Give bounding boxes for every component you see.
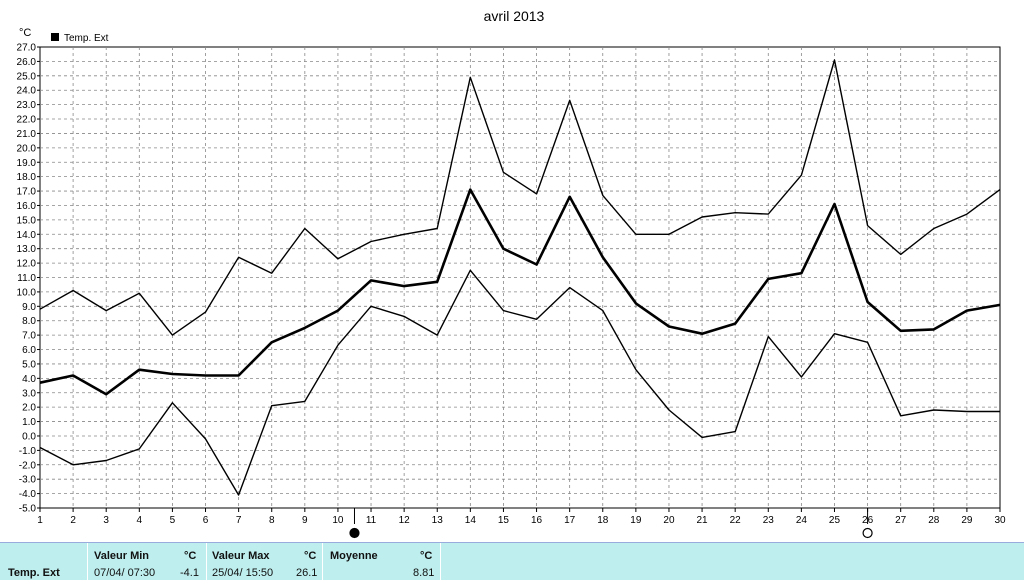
y-tick-label: -1.0 [19, 446, 37, 457]
y-tick-label: 19.0 [17, 158, 37, 169]
series-line-min [39, 269, 1000, 496]
max-date: 25/04/ 15:50 [212, 567, 274, 579]
y-tick-label: -4.0 [19, 489, 37, 500]
y-tick-label: 23.0 [17, 100, 37, 111]
series-line-max [39, 59, 1001, 336]
y-tick-label: -3.0 [19, 475, 37, 486]
series-lines [39, 59, 1001, 496]
x-tick-label: 1 [37, 515, 43, 526]
x-tick-label: 25 [829, 515, 841, 526]
stats-footer: Temp. Ext Valeur Min °C 07/04/ 07:30 -4.… [0, 542, 1024, 581]
y-tick-label: 24.0 [17, 86, 37, 97]
x-tick-label: 5 [170, 515, 176, 526]
x-tick-label: 16 [531, 515, 543, 526]
y-axis: 27.0 26.0 25.0 24.0 23.0 22.0 21.0 20.0 19.0 18.0… [17, 43, 40, 515]
x-tick-label: 15 [498, 515, 510, 526]
y-tick-label: 13.0 [17, 244, 37, 255]
x-tick-label: 11 [366, 515, 377, 526]
y-tick-label: 0.0 [22, 431, 36, 442]
y-tick-label: 12.0 [17, 259, 37, 270]
y-tick-label: 11.0 [17, 273, 36, 284]
y-tick-label: 21.0 [17, 129, 37, 140]
y-tick-label: 17.0 [17, 187, 37, 198]
y-tick-label: 10.0 [17, 287, 37, 298]
y-tick-label: 9.0 [22, 302, 36, 313]
y-tick-label: 22.0 [17, 115, 37, 126]
y-axis-unit: °C [19, 27, 31, 39]
x-tick-label: 29 [961, 515, 973, 526]
y-tick-label: 6.0 [22, 345, 36, 356]
x-tick-label: 19 [630, 515, 642, 526]
x-tick-label: 18 [597, 515, 609, 526]
y-tick-label: 7.0 [22, 331, 36, 342]
y-tick-label: 2.0 [22, 403, 36, 414]
y-tick-label: 5.0 [22, 359, 36, 370]
x-tick-label: 2 [70, 515, 76, 526]
y-tick-label: 15.0 [17, 215, 37, 226]
y-tick-label: 1.0 [22, 417, 36, 428]
x-tick-label: 6 [203, 515, 209, 526]
x-tick-label: 20 [663, 515, 675, 526]
avg-header: Moyenne [330, 550, 378, 562]
y-tick-label: 14.0 [17, 230, 37, 241]
x-tick-label: 22 [730, 515, 742, 526]
x-tick-label: 4 [137, 515, 143, 526]
y-tick-label: -5.0 [19, 504, 37, 515]
x-tick-label: 24 [796, 515, 808, 526]
full-moon-icon [862, 527, 873, 539]
x-tick-label: 27 [895, 515, 907, 526]
x-tick-label: 13 [432, 515, 444, 526]
min-value: -4.1 [180, 567, 199, 579]
legend-swatch [51, 33, 59, 41]
moon-markers [349, 508, 873, 539]
x-tick-label: 21 [697, 515, 709, 526]
y-tick-label: 25.0 [17, 71, 37, 82]
avg-value: 8.81 [413, 567, 435, 579]
legend-label: Temp. Ext [64, 33, 109, 44]
y-tick-label: 8.0 [22, 316, 36, 327]
x-tick-label: 17 [564, 515, 576, 526]
x-tick-label: 8 [269, 515, 275, 526]
new-moon-icon [349, 527, 360, 539]
x-tick-label: 23 [763, 515, 775, 526]
x-tick-label: 12 [399, 515, 411, 526]
min-unit: °C [184, 550, 197, 562]
y-tick-label: 18.0 [17, 172, 37, 183]
y-tick-label: 20.0 [17, 143, 37, 154]
chart-title: avril 2013 [484, 8, 545, 24]
min-date: 07/04/ 07:30 [94, 567, 156, 579]
y-tick-label: 16.0 [17, 201, 37, 212]
x-tick-label: 7 [236, 515, 242, 526]
x-tick-label: 28 [928, 515, 940, 526]
x-tick-label: 10 [332, 515, 344, 526]
y-tick-label: 27.0 [17, 43, 37, 54]
x-tick-label: 30 [994, 515, 1006, 526]
max-unit: °C [304, 550, 317, 562]
x-axis: 1 2 3 4 5 6 7 8 9 10 11 12 13 14 15 16 17 18 19 20 21 22 23 24 2… [37, 508, 1006, 526]
x-tick-label: 3 [103, 515, 109, 526]
y-tick-label: 3.0 [22, 388, 36, 399]
series-line-mean [39, 188, 1001, 396]
x-tick-label: 14 [465, 515, 477, 526]
y-tick-label: 26.0 [17, 57, 37, 68]
footer-row-label: Temp. Ext [8, 567, 60, 579]
temperature-chart: avril 2013 °C Temp. Ext 27.026.025.024.0… [17, 8, 1006, 539]
avg-unit: °C [420, 550, 433, 562]
y-tick-label: -2.0 [19, 460, 37, 471]
max-value: 26.1 [296, 567, 318, 579]
x-tick-label: 9 [302, 515, 308, 526]
max-header: Valeur Max [212, 550, 270, 562]
min-header: Valeur Min [94, 550, 150, 562]
y-tick-label: 4.0 [22, 374, 36, 385]
